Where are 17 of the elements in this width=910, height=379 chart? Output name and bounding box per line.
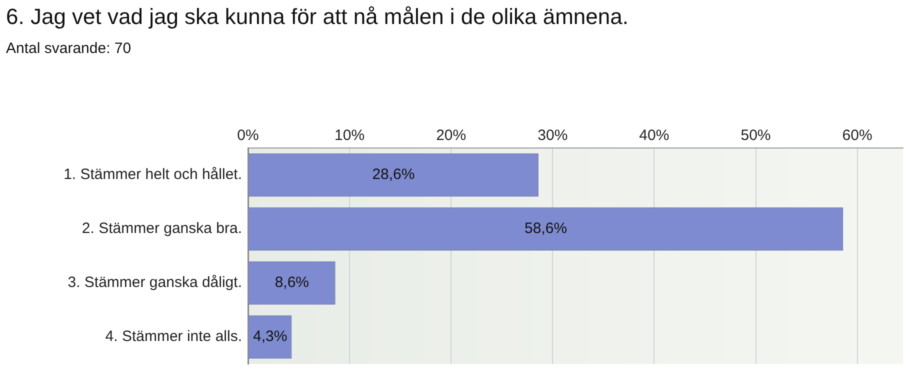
y-tick-label: 1. Stämmer helt och hållet. (64, 166, 242, 184)
x-tick-label: 0% (237, 127, 259, 144)
x-tick-label: 60% (842, 127, 872, 144)
data-label: 28,6% (372, 166, 415, 184)
y-tick-label: 4. Stämmer inte alls. (105, 328, 242, 346)
chart-title: 6. Jag vet vad jag ska kunna för att nå målen i de olika ämnena. (6, 4, 628, 30)
x-tick-label: 30% (538, 127, 568, 144)
data-label: 4,3% (252, 328, 288, 346)
x-tick-label: 40% (639, 127, 670, 144)
y-tick-label: 2. Stämmer ganska bra. (82, 220, 242, 238)
data-label: 8,6% (274, 274, 310, 292)
x-tick-label: 10% (334, 127, 365, 144)
x-tick-label: 50% (740, 127, 771, 144)
data-label: 58,6% (524, 220, 568, 238)
x-tick-label: 20% (436, 127, 466, 144)
y-tick-label: 3. Stämmer ganska dåligt. (68, 274, 242, 292)
text: Antal svarande: 70 (6, 40, 132, 57)
